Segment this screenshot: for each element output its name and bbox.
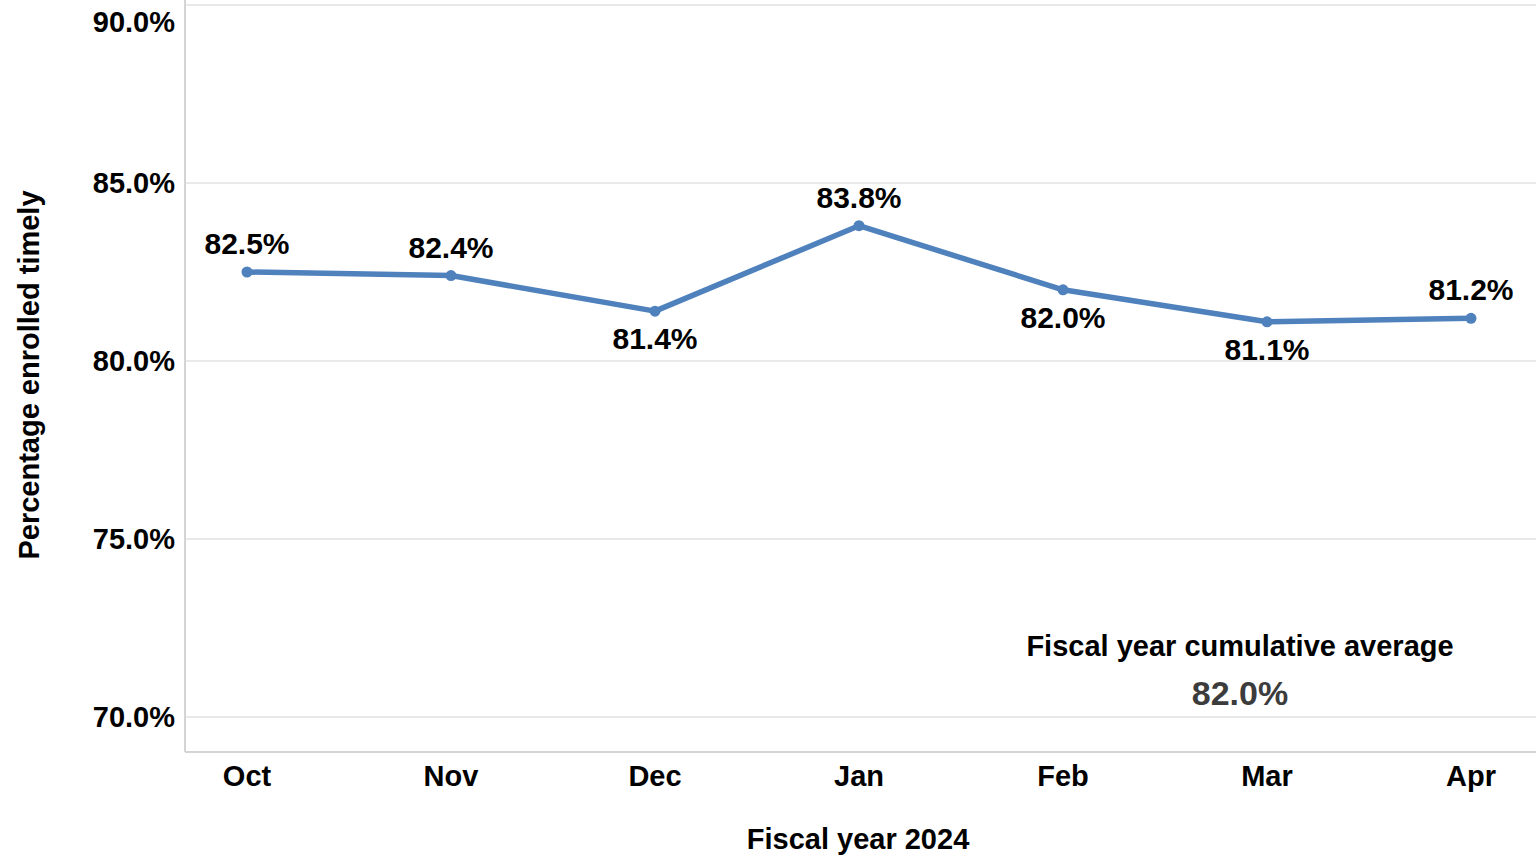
x-axis-tick-label-nov: Nov: [424, 760, 479, 793]
data-point-marker: [854, 220, 865, 231]
data-point-marker: [1466, 313, 1477, 324]
data-point-marker: [1262, 316, 1273, 327]
data-point-value-label: 83.8%: [816, 181, 901, 215]
x-axis-tick-label-oct: Oct: [223, 760, 271, 793]
y-axis-tick-label: 85.0%: [93, 167, 175, 200]
x-axis-title: Fiscal year 2024: [747, 823, 970, 856]
y-axis-tick-label: 90.0%: [93, 6, 175, 39]
data-point-value-label: 81.4%: [612, 322, 697, 356]
data-point-value-label: 82.0%: [1020, 301, 1105, 335]
x-axis-tick-label-apr: Apr: [1446, 760, 1496, 793]
data-point-value-label: 82.5%: [204, 227, 289, 261]
x-axis-tick-label-jan: Jan: [834, 760, 884, 793]
data-point-marker: [650, 306, 661, 317]
enrollment-timeliness-line-chart: 90.0% 85.0% 80.0% 75.0% 70.0% Oct Nov Dec Jan Feb…: [0, 0, 1536, 864]
data-point-value-label: 82.4%: [408, 231, 493, 265]
y-axis-tick-label: 70.0%: [93, 701, 175, 734]
x-axis-tick-label-mar: Mar: [1241, 760, 1293, 793]
data-point-marker: [1058, 284, 1069, 295]
data-point-marker: [242, 267, 253, 278]
data-point-value-label: 81.2%: [1428, 273, 1513, 307]
plot-area: [0, 0, 1536, 864]
data-point-marker: [446, 270, 457, 281]
y-axis-tick-label: 80.0%: [93, 345, 175, 378]
data-point-value-label: 81.1%: [1224, 333, 1309, 367]
y-axis-title: Percentage enrolled timely: [13, 190, 46, 559]
x-axis-tick-label-feb: Feb: [1037, 760, 1089, 793]
cumulative-average-value: 82.0%: [1192, 674, 1288, 713]
y-axis-tick-label: 75.0%: [93, 523, 175, 556]
x-axis-tick-label-dec: Dec: [628, 760, 681, 793]
cumulative-average-label: Fiscal year cumulative average: [1026, 630, 1453, 663]
